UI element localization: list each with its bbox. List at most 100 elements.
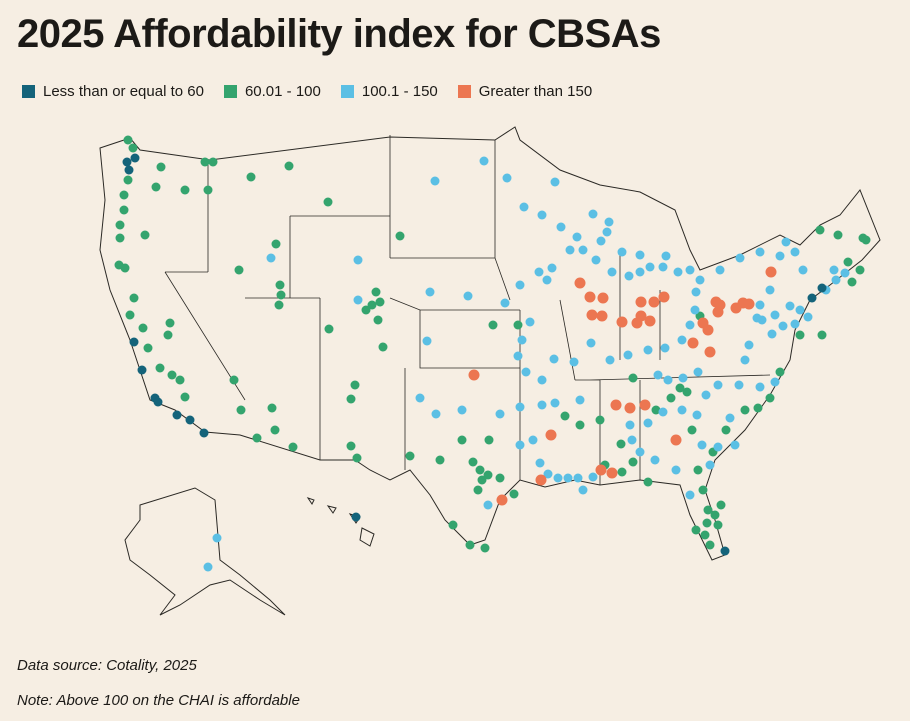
cbsa-dot [203, 185, 213, 195]
cbsa-dot [565, 245, 575, 255]
cbsa-dot [817, 330, 827, 340]
cbsa-dot [675, 383, 685, 393]
cbsa-dot [175, 375, 185, 385]
cbsa-dot [702, 518, 712, 528]
cbsa-dot [705, 460, 715, 470]
cbsa-dot [685, 490, 695, 500]
cbsa-dot [495, 473, 505, 483]
cbsa-dot [765, 266, 777, 278]
hawaii [306, 497, 375, 547]
cbsa-dot [795, 305, 805, 315]
cbsa-dot [271, 239, 281, 249]
cbsa-dot [415, 393, 425, 403]
cbsa-dot [502, 173, 512, 183]
cbsa-dot [138, 323, 148, 333]
cbsa-dot [720, 546, 730, 556]
legend-swatch [22, 85, 35, 98]
cbsa-dot [606, 467, 618, 479]
cbsa-dot [635, 447, 645, 457]
cbsa-dot [553, 473, 563, 483]
cbsa-dot [547, 263, 557, 273]
cbsa-dot [275, 280, 285, 290]
cbsa-dot [115, 233, 125, 243]
cbsa-dot [288, 442, 298, 452]
cbsa-dot [422, 336, 432, 346]
cbsa-dot [353, 295, 363, 305]
cbsa-dot [236, 405, 246, 415]
cbsa-dot [586, 338, 596, 348]
cbsa-dot [861, 235, 871, 245]
cbsa-dot [714, 299, 726, 311]
cbsa-dot [578, 245, 588, 255]
source: Data source: Cotality, 2025 [17, 657, 197, 674]
cbsa-dot [693, 465, 703, 475]
cbsa-dot [639, 399, 651, 411]
cbsa-dot [604, 217, 614, 227]
cbsa-dot [137, 365, 147, 375]
cbsa-dot [515, 280, 525, 290]
cbsa-dot [129, 337, 139, 347]
cbsa-dot [803, 312, 813, 322]
cbsa-dot [765, 285, 775, 295]
cbsa-dot [610, 399, 622, 411]
cbsa-dot [661, 251, 671, 261]
cbsa-dot [770, 310, 780, 320]
cbsa-dot [660, 343, 670, 353]
cbsa-dot [740, 405, 750, 415]
cbsa-dot [781, 237, 791, 247]
cbsa-dot [229, 375, 239, 385]
legend: Less than or equal to 60 60.01 - 100 100.1… [22, 83, 592, 100]
cbsa-dot [833, 230, 843, 240]
cbsa-dot [623, 350, 633, 360]
cbsa-dot [140, 230, 150, 240]
cbsa-dot [496, 494, 508, 506]
cbsa-dot [123, 175, 133, 185]
cbsa-dot [677, 405, 687, 415]
cbsa-dot [537, 400, 547, 410]
cbsa-dot [790, 247, 800, 257]
cbsa-dot [537, 210, 547, 220]
state-lines [164, 135, 771, 485]
legend-label: Less than or equal to 60 [43, 83, 204, 100]
cbsa-dot [528, 435, 538, 445]
cbsa-dot [755, 382, 765, 392]
cbsa-dot [483, 470, 493, 480]
cbsa-dot [855, 265, 865, 275]
cbsa-dot [595, 464, 607, 476]
cbsa-dot [550, 398, 560, 408]
cbsa-dot [457, 405, 467, 415]
cbsa-dot [513, 320, 523, 330]
cbsa-dot [556, 222, 566, 232]
cbsa-dot [124, 165, 134, 175]
cbsa-dot [847, 277, 857, 287]
cbsa-dot [775, 367, 785, 377]
legend-swatch [457, 85, 471, 98]
cbsa-dot [375, 297, 385, 307]
cbsa-dot [266, 253, 276, 263]
cbsa-dot [663, 375, 673, 385]
legend-item: Less than or equal to 60 [22, 83, 204, 100]
cbsa-dot [734, 380, 744, 390]
cbsa-dot [560, 411, 570, 421]
cbsa-dot [725, 413, 735, 423]
cbsa-dot [715, 265, 725, 275]
cbsa-dot [500, 298, 510, 308]
title: 2025 Affordability index for CBSAs [17, 12, 661, 56]
cbsa-dot [702, 324, 714, 336]
cbsa-dot [670, 434, 682, 446]
cbsa-dot [155, 363, 165, 373]
cbsa-dot [605, 355, 615, 365]
cbsa-dot [208, 157, 218, 167]
cbsa-dot [395, 231, 405, 241]
cbsa-dot [643, 477, 653, 487]
cbsa-dot [435, 455, 445, 465]
cbsa-dot [607, 267, 617, 277]
cbsa-dot [716, 500, 726, 510]
legend-item: 60.01 - 100 [223, 83, 321, 100]
cbsa-dot [575, 420, 585, 430]
cbsa-dot [651, 405, 661, 415]
cbsa-dot [199, 428, 209, 438]
cbsa-dot [165, 318, 175, 328]
